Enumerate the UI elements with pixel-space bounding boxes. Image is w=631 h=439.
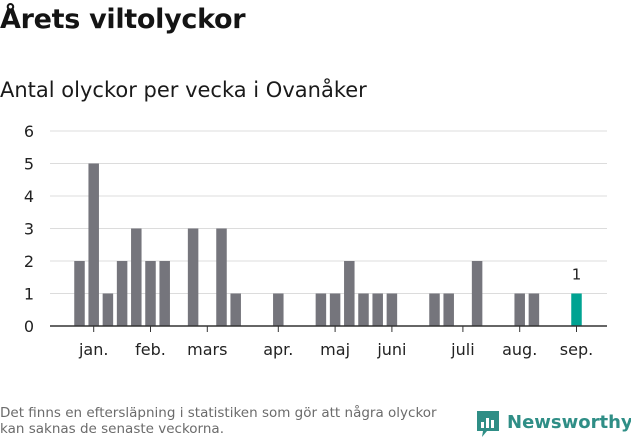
bar	[471, 261, 483, 326]
x-tick-label: mars	[187, 340, 227, 359]
bar	[273, 293, 284, 326]
x-tick-label: juli	[450, 340, 474, 359]
y-tick-label: 6	[24, 122, 34, 141]
y-tick-label: 3	[24, 220, 34, 239]
y-tick-label: 1	[24, 285, 34, 304]
y-tick-label: 5	[24, 155, 34, 174]
y-tick-label: 2	[24, 252, 34, 271]
bar-chart: 0 1 2 3 4 5 6 jan. feb. mars apr. maj juni juli aug. s…	[24, 122, 607, 359]
x-tick-label: feb.	[135, 340, 166, 359]
data-label: 1	[572, 266, 582, 284]
x-tick-label: juni	[376, 340, 406, 359]
bar	[386, 293, 398, 326]
bars	[74, 163, 582, 326]
chart-subtitle: Antal olyckor per vecka i Ovanåker	[0, 78, 367, 102]
bar	[145, 261, 156, 326]
newsworthy-logo-icon	[477, 411, 499, 437]
bar	[344, 261, 355, 326]
bar	[528, 293, 540, 326]
y-tick-label: 0	[24, 317, 34, 336]
bar	[443, 293, 454, 326]
bar	[131, 228, 142, 326]
bar	[102, 293, 114, 326]
x-tick-label: maj	[320, 340, 350, 359]
x-tick-label: apr.	[263, 340, 293, 359]
footnote: Det finns en eftersläpning i statistiken…	[0, 405, 437, 437]
bar	[88, 163, 99, 326]
bar	[514, 293, 525, 326]
x-tick-label: sep.	[560, 340, 593, 359]
bar	[329, 293, 341, 326]
data-labels: 1	[572, 266, 582, 284]
bar	[429, 293, 440, 326]
bar	[372, 293, 383, 326]
brand-logo[interactable]: Newsworthy	[475, 409, 631, 439]
bar-highlight	[571, 293, 582, 326]
x-axis: jan. feb. mars apr. maj juni juli aug. sep.	[50, 325, 607, 359]
bar	[187, 228, 199, 326]
page-title: Årets viltolyckor	[0, 4, 246, 35]
gridlines	[50, 130, 607, 294]
y-tick-label: 4	[24, 187, 34, 206]
y-axis-ticks: 0 1 2 3 4 5 6	[24, 122, 34, 336]
bar	[315, 293, 327, 326]
x-tick-label: aug.	[502, 340, 537, 359]
bar	[74, 261, 85, 326]
brand-name: Newsworthy	[507, 412, 631, 433]
bar	[230, 293, 241, 326]
bar	[159, 261, 170, 326]
bar	[216, 228, 227, 326]
x-tick-label: jan.	[78, 340, 108, 359]
bar	[116, 261, 128, 326]
bar	[358, 293, 369, 326]
